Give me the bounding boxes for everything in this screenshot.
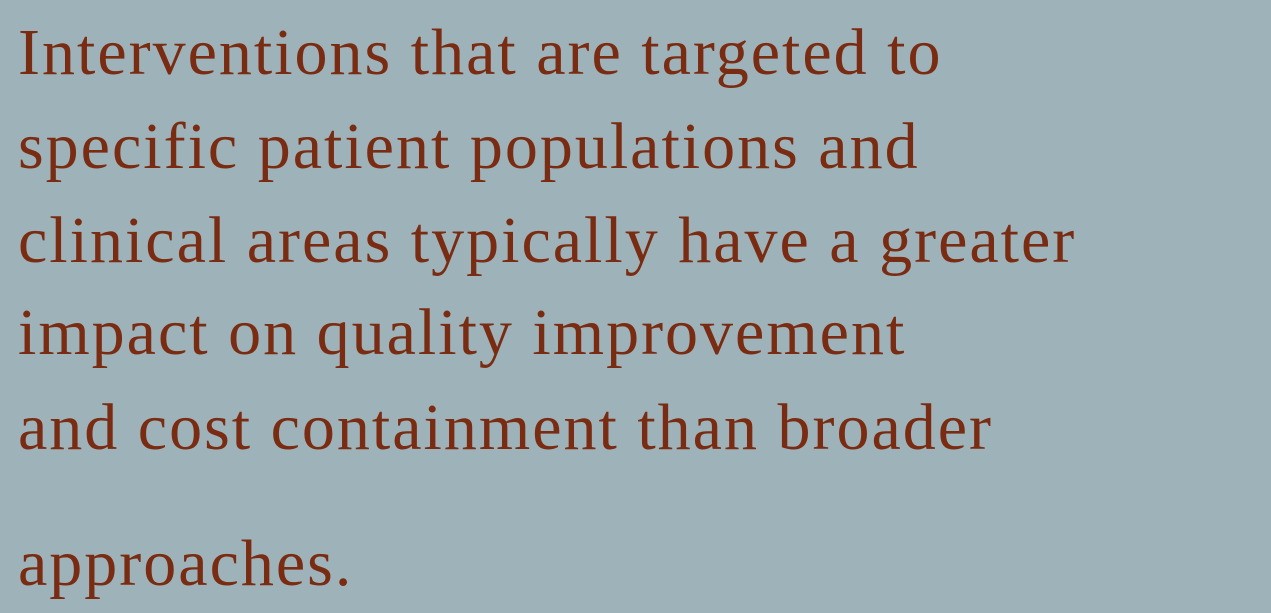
- text-line: Interventions that are targeted to: [18, 16, 943, 89]
- text-line: clinical areas typically have a greater: [18, 204, 1077, 277]
- text-line: impact on quality improvement: [18, 296, 907, 369]
- text-line: and cost containment than broader: [18, 391, 994, 464]
- text-line: specific patient populations and: [18, 110, 920, 183]
- text-line: approaches.: [18, 527, 354, 600]
